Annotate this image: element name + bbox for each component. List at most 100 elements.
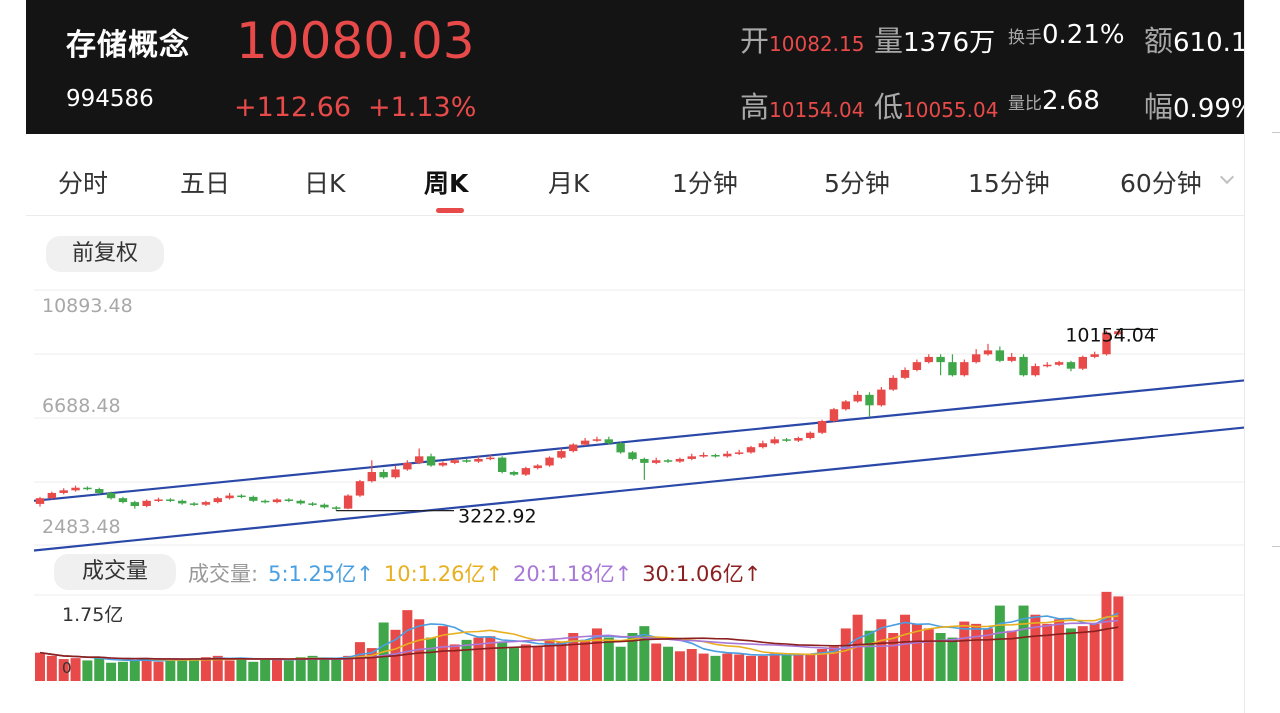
volume-bar <box>497 642 508 681</box>
tab-weekly-k[interactable]: 周K <box>424 169 469 198</box>
candle-body <box>166 499 175 501</box>
candle-body <box>794 438 803 441</box>
amplitude-label: 幅 <box>1144 90 1174 124</box>
tab-15min[interactable]: 15分钟 <box>968 169 1050 198</box>
volume-bar <box>532 646 543 681</box>
candle <box>616 441 625 454</box>
turnover-value: 0.21% <box>1042 20 1125 50</box>
volume-bar <box>402 610 413 681</box>
volume-bar <box>781 653 792 681</box>
candle <box>734 449 744 456</box>
volume-bar <box>449 644 460 681</box>
candle-body <box>877 389 886 406</box>
candle-body <box>403 462 412 470</box>
volume-bar <box>331 659 342 681</box>
tab-five-day[interactable]: 五日 <box>180 169 231 198</box>
volume-bar <box>248 661 259 681</box>
candle <box>166 498 175 503</box>
channel-line <box>33 379 1245 502</box>
volume-bar <box>272 658 282 681</box>
candle <box>284 498 294 503</box>
volume-bar <box>177 660 188 681</box>
ma5-legend: 5:1.25亿↑ <box>268 562 374 586</box>
candle <box>415 448 424 465</box>
chevron-down-icon[interactable] <box>1219 169 1235 185</box>
candle-body <box>379 472 388 478</box>
candle-body <box>983 350 993 355</box>
tab-1min[interactable]: 1分钟 <box>672 169 738 198</box>
volume-bar <box>509 648 519 681</box>
volume-bar <box>141 658 152 681</box>
candle-body <box>367 472 376 482</box>
candle <box>889 375 898 391</box>
volume-bar <box>307 655 318 681</box>
volume-bar <box>663 646 674 681</box>
candle-body <box>1043 364 1052 367</box>
right-edge <box>1244 0 1280 713</box>
candle-body <box>557 451 566 458</box>
volume-bar <box>757 655 768 681</box>
candle-body <box>438 462 448 466</box>
volume-bar <box>591 628 602 681</box>
candle <box>521 466 531 476</box>
volume-bar <box>627 633 638 681</box>
volume-indicator-button[interactable]: 成交量 <box>54 554 176 590</box>
candle <box>1114 329 1123 336</box>
tab-60min[interactable]: 60分钟 <box>1120 169 1202 198</box>
amount-value: 610.1 <box>1173 28 1244 58</box>
candle-body <box>889 377 898 390</box>
candle-body <box>699 455 708 457</box>
high-stat: 高10154.04 <box>740 84 864 126</box>
turnover-stat: 换手0.21% <box>1008 20 1125 50</box>
quote-header: 存储概念 994586 10080.03 +112.66 +1.13% 开100… <box>26 0 1244 134</box>
tab-5min[interactable]: 5分钟 <box>824 169 890 198</box>
tab-daily-k[interactable]: 日K <box>304 169 346 198</box>
candle <box>178 499 187 505</box>
candle-body <box>1066 362 1076 369</box>
candle <box>118 496 128 504</box>
volume-chart[interactable]: 1.75亿 0 <box>34 591 1244 683</box>
candle-body <box>841 401 850 410</box>
candle <box>912 359 922 372</box>
volume-bar <box>1042 623 1053 681</box>
volume-bar <box>70 658 81 681</box>
candle-body <box>592 439 602 441</box>
candle <box>640 457 649 480</box>
tab-monthly-k[interactable]: 月K <box>548 169 590 198</box>
candle-body <box>509 472 519 475</box>
candle <box>628 451 637 461</box>
candle <box>604 436 613 445</box>
low-stat: 低10055.04 <box>874 84 998 126</box>
volume-bar <box>959 621 970 681</box>
candle <box>225 492 234 500</box>
candle-body <box>545 457 554 466</box>
candle <box>474 456 483 463</box>
volume-bar <box>94 657 105 681</box>
volume-bar <box>828 646 839 681</box>
candle-body <box>723 453 732 457</box>
ma30-line <box>39 626 1119 660</box>
volume-bar <box>236 658 247 681</box>
volume-bar <box>153 661 164 681</box>
candle-body <box>35 498 45 504</box>
candlestick-chart[interactable]: 10893.48 6688.48 2483.48 10154.04 3222.92 <box>33 289 1245 552</box>
candle <box>142 499 151 508</box>
candle <box>758 440 768 449</box>
tab-intraday[interactable]: 分时 <box>58 169 109 198</box>
volume-bar <box>1018 605 1029 681</box>
candle <box>592 436 602 442</box>
adjust-mode-button[interactable]: 前复权 <box>46 236 164 272</box>
volume-bar <box>35 652 45 681</box>
candle <box>450 458 459 465</box>
volume-bar <box>485 636 496 681</box>
candle-body <box>663 460 673 462</box>
amount-label: 额 <box>1144 24 1174 58</box>
candle <box>1019 354 1028 377</box>
candle <box>557 448 566 459</box>
volume-bar <box>722 653 733 681</box>
candle <box>770 436 779 445</box>
candle-body <box>391 469 400 478</box>
candle <box>343 494 353 510</box>
open-stat: 开10082.15 <box>740 18 864 60</box>
